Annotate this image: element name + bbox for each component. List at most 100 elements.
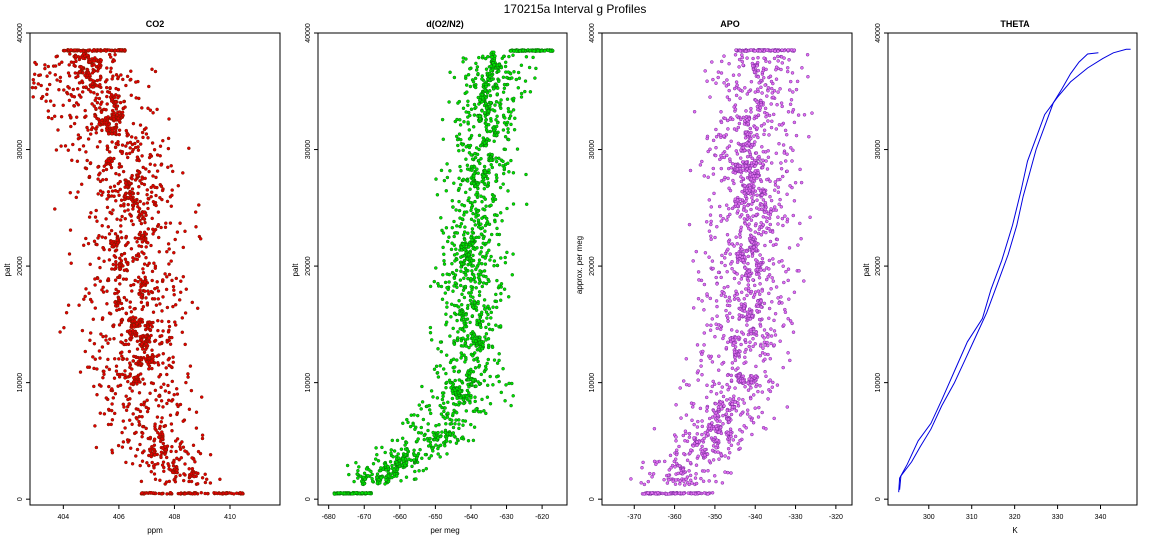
data-point <box>722 291 726 295</box>
data-point <box>164 448 168 452</box>
data-point <box>452 234 456 239</box>
data-point <box>128 140 133 145</box>
data-point <box>511 108 516 112</box>
data-point <box>734 235 738 239</box>
data-point <box>114 122 119 127</box>
data-point <box>499 256 503 260</box>
data-point <box>99 102 103 106</box>
data-point <box>721 336 725 341</box>
data-point <box>126 379 130 384</box>
data-point <box>793 180 798 185</box>
data-point <box>99 332 103 336</box>
data-point <box>443 416 447 421</box>
data-point <box>75 159 80 164</box>
data-point <box>120 253 124 257</box>
data-point <box>742 204 747 209</box>
data-point <box>66 148 71 152</box>
data-point <box>438 455 442 459</box>
data-point <box>487 248 491 253</box>
data-point <box>439 412 444 416</box>
data-point <box>466 337 470 341</box>
data-point <box>492 139 496 144</box>
data-point <box>767 316 771 321</box>
data-point <box>716 70 721 74</box>
data-point <box>469 133 474 138</box>
data-point <box>709 389 713 394</box>
data-point <box>148 328 153 332</box>
data-point <box>471 79 476 84</box>
data-point <box>66 303 71 307</box>
data-point <box>140 130 145 135</box>
data-point <box>678 479 683 483</box>
data-point <box>94 208 98 213</box>
data-point <box>357 465 361 469</box>
data-point <box>181 445 186 449</box>
data-point <box>384 468 388 472</box>
data-point <box>141 424 145 429</box>
data-point <box>54 148 59 152</box>
data-point <box>101 375 105 380</box>
data-point <box>164 287 169 292</box>
data-point <box>737 121 742 126</box>
data-point <box>484 67 489 71</box>
data-point <box>458 278 463 282</box>
data-point <box>129 93 134 98</box>
data-point <box>94 106 98 111</box>
data-point <box>712 382 717 387</box>
data-point <box>183 462 187 466</box>
data-point <box>760 145 764 149</box>
data-point <box>145 398 149 403</box>
data-point <box>166 462 170 466</box>
data-point <box>163 423 168 428</box>
data-point <box>148 152 153 157</box>
data-point <box>472 219 477 223</box>
data-point <box>732 181 736 186</box>
y-tick-label: 0 <box>305 497 312 501</box>
data-point <box>122 204 126 208</box>
data-point <box>690 418 694 423</box>
data-point <box>727 385 732 390</box>
data-point <box>521 48 525 53</box>
data-point <box>360 491 364 495</box>
data-point <box>475 167 479 171</box>
data-point <box>469 164 474 169</box>
data-point <box>89 211 93 215</box>
data-point <box>469 290 473 295</box>
data-point <box>451 205 455 209</box>
data-point <box>165 492 169 496</box>
data-point <box>736 366 740 370</box>
data-point <box>102 369 106 374</box>
data-point <box>126 208 130 212</box>
data-point <box>114 86 118 91</box>
data-point <box>77 81 82 85</box>
data-point <box>92 239 97 244</box>
data-point <box>450 225 455 230</box>
data-point <box>153 264 158 268</box>
data-point <box>135 240 139 244</box>
data-point <box>96 165 100 169</box>
data-point <box>725 78 729 82</box>
data-point <box>133 198 138 202</box>
data-point <box>514 49 519 53</box>
data-point <box>735 260 740 265</box>
data-point <box>465 306 470 311</box>
data-point <box>456 330 460 334</box>
data-point <box>727 61 731 66</box>
data-point <box>150 269 155 274</box>
data-point <box>409 458 413 463</box>
data-point <box>140 177 145 181</box>
data-point <box>151 111 155 115</box>
data-point <box>436 281 440 286</box>
data-point <box>426 422 430 426</box>
data-point <box>714 275 718 280</box>
data-point <box>148 448 153 453</box>
data-point <box>80 328 85 333</box>
data-point <box>366 473 370 478</box>
data-point <box>770 300 774 304</box>
data-point <box>363 477 367 482</box>
data-point <box>759 124 764 128</box>
data-point <box>787 297 791 301</box>
data-point <box>760 289 764 293</box>
data-point <box>106 193 111 198</box>
data-point <box>147 367 151 371</box>
